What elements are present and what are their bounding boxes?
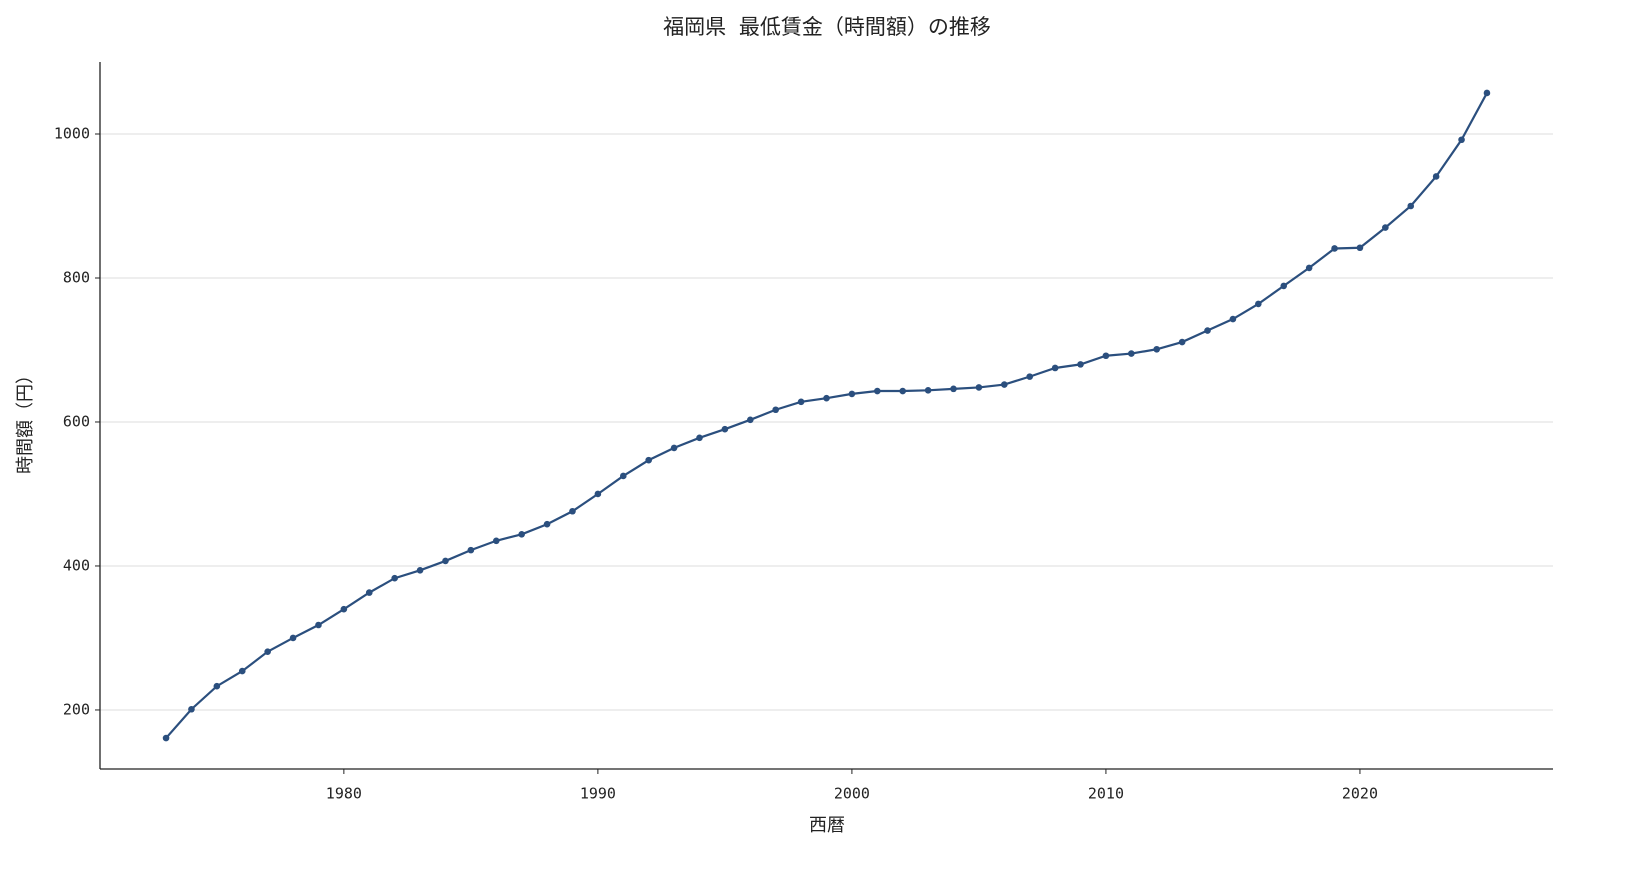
data-point bbox=[848, 390, 856, 398]
data-point bbox=[950, 385, 957, 393]
data-point bbox=[1229, 315, 1237, 323]
data-point bbox=[1407, 202, 1415, 210]
data-point bbox=[492, 537, 500, 545]
data-point bbox=[1128, 350, 1135, 357]
data-point bbox=[1077, 361, 1084, 368]
data-point bbox=[416, 566, 424, 574]
data-point bbox=[619, 472, 627, 480]
data-point bbox=[569, 507, 576, 515]
data-point bbox=[1305, 264, 1313, 272]
data-point bbox=[797, 398, 805, 406]
data-point bbox=[1356, 244, 1364, 252]
data-point bbox=[518, 530, 525, 538]
x-tick-label: 2000 bbox=[834, 785, 870, 803]
data-point bbox=[162, 734, 170, 742]
x-tick-label: 2020 bbox=[1342, 785, 1378, 803]
data-point bbox=[442, 557, 449, 565]
x-tick-label: 2010 bbox=[1088, 785, 1124, 803]
data-point bbox=[1255, 300, 1262, 308]
data-point bbox=[645, 456, 652, 464]
data-line bbox=[165, 92, 1488, 739]
data-point bbox=[721, 425, 729, 433]
data-point bbox=[1483, 89, 1491, 97]
y-tick-label: 400 bbox=[63, 556, 90, 574]
x-tick-label: 1980 bbox=[326, 785, 362, 803]
data-point bbox=[1458, 136, 1465, 144]
data-point bbox=[213, 682, 221, 690]
data-point bbox=[1432, 173, 1440, 180]
data-point bbox=[874, 387, 881, 395]
data-point bbox=[188, 705, 195, 713]
data-point bbox=[594, 490, 602, 498]
data-point bbox=[1331, 245, 1338, 252]
data-point bbox=[823, 394, 830, 402]
chart-title: 福岡県 最低賃金（時間額）の推移 bbox=[663, 15, 991, 39]
data-point bbox=[1102, 352, 1110, 360]
y-tick-label: 600 bbox=[63, 412, 90, 430]
data-point bbox=[772, 406, 779, 414]
data-point bbox=[670, 444, 678, 452]
data-point bbox=[746, 416, 754, 424]
data-point bbox=[1051, 364, 1059, 372]
data-point bbox=[1382, 224, 1389, 231]
data-point bbox=[340, 605, 348, 613]
data-point bbox=[924, 387, 932, 394]
y-tick-label: 200 bbox=[63, 700, 90, 718]
data-point bbox=[1280, 282, 1288, 290]
data-point bbox=[264, 648, 271, 655]
data-point bbox=[289, 634, 297, 642]
data-point bbox=[1153, 345, 1161, 353]
x-axis-label: 西暦 bbox=[809, 815, 845, 836]
data-point bbox=[1204, 327, 1211, 334]
data-point bbox=[975, 384, 983, 391]
data-point bbox=[315, 621, 322, 629]
y-tick-label: 800 bbox=[63, 268, 90, 286]
data-point bbox=[365, 589, 373, 596]
data-point bbox=[1178, 338, 1186, 346]
data-point bbox=[391, 574, 398, 582]
data-point bbox=[1001, 381, 1008, 388]
x-tick-label: 1990 bbox=[580, 785, 616, 803]
data-point bbox=[899, 387, 907, 395]
data-point bbox=[696, 434, 703, 442]
y-tick-label: 1000 bbox=[54, 124, 90, 142]
data-point bbox=[238, 667, 246, 675]
data-point bbox=[1026, 373, 1034, 380]
data-point bbox=[543, 520, 551, 528]
data-point bbox=[467, 546, 475, 554]
y-axis-label: 時間額（円） bbox=[15, 366, 36, 474]
